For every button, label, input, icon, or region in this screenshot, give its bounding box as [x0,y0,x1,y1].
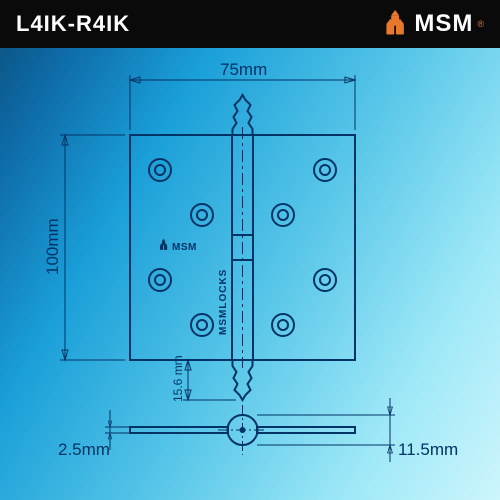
height-label: 100mm [43,218,62,275]
part-number: L4IK-R4IK [16,11,130,37]
dimension-height: 100mm [43,135,125,360]
leaf-brand-text: MSM [172,242,197,253]
thickness-label: 2.5mm [58,440,110,459]
barrel-side-text: MSMLOCKS [218,269,229,335]
finial-label: 15.6 mm [171,355,185,402]
brand-logo: MSM ® [382,10,484,38]
width-label: 75mm [220,60,267,79]
logo-text: MSM [414,10,473,38]
logo-icon [382,10,410,38]
dimension-thickness: 2.5mm [58,410,130,459]
trademark-symbol: ® [477,19,484,29]
knuckle-label: 11.5mm [398,440,458,459]
header-bar: L4IK-R4IK MSM ® [0,0,500,48]
dimension-finial: 15.6 mm [171,355,236,402]
dimension-knuckle: 11.5mm [257,398,458,462]
technical-drawing: MSM MSMLOCKS 75mm 100mm [0,55,500,495]
